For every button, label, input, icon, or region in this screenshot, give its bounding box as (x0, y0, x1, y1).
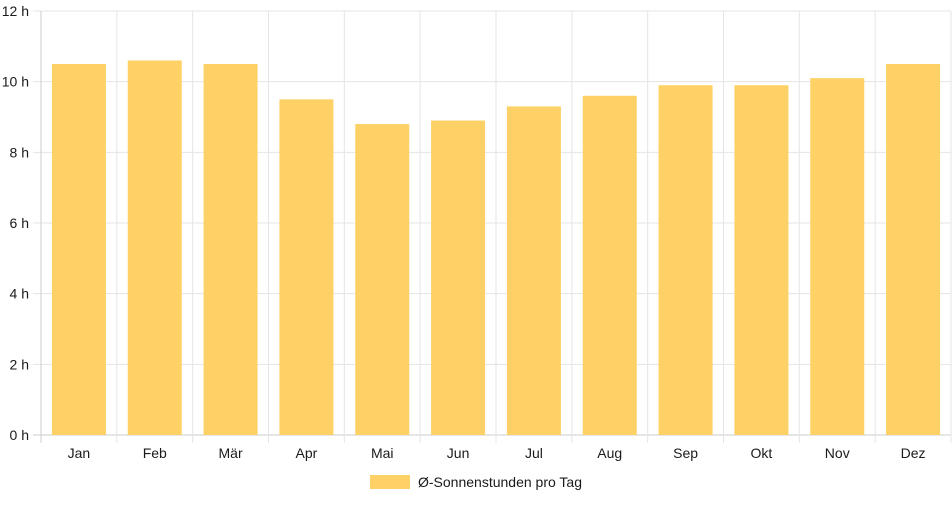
axis-layer: 0 h 2 h 4 h 6 h 8 h 10 h 12 h Jan Feb Mär Apr Mai Ju… (2, 3, 926, 461)
bar-feb[interactable] (127, 60, 182, 435)
bar-layer (51, 60, 941, 436)
y-tick-label: 8 h (10, 144, 29, 160)
x-tick-label: Feb (143, 445, 167, 461)
y-tick-label: 2 h (10, 356, 29, 372)
bar-okt[interactable] (734, 85, 789, 435)
bar-nov[interactable] (810, 78, 865, 435)
x-tick-label: Jun (447, 445, 470, 461)
bar-jul[interactable] (506, 106, 561, 436)
bar-mär[interactable] (203, 64, 258, 435)
bar-mai[interactable] (355, 124, 410, 436)
y-tick-label: 10 h (2, 74, 29, 90)
x-tick-label: Aug (597, 445, 622, 461)
x-tick-label: Sep (673, 445, 698, 461)
x-tick-label: Jan (68, 445, 91, 461)
bar-aug[interactable] (582, 95, 637, 436)
x-tick-label: Nov (825, 445, 850, 461)
legend[interactable]: Ø-Sonnenstunden pro Tag (370, 474, 582, 490)
grid-layer (33, 10, 952, 443)
bar-apr[interactable] (279, 99, 334, 435)
y-tick-label: 6 h (10, 215, 29, 231)
x-tick-label: Dez (901, 445, 926, 461)
bar-dez[interactable] (886, 64, 941, 435)
legend-swatch[interactable] (370, 475, 410, 489)
x-tick-label: Okt (751, 445, 773, 461)
x-tick-label: Mär (219, 445, 243, 461)
x-tick-label: Apr (296, 445, 318, 461)
bar-jun[interactable] (431, 120, 486, 436)
legend-label[interactable]: Ø-Sonnenstunden pro Tag (418, 474, 582, 490)
x-tick-label: Jul (525, 445, 543, 461)
y-tick-label: 0 h (10, 427, 29, 443)
y-tick-label: 12 h (2, 3, 29, 19)
x-tick-label: Mai (371, 445, 394, 461)
y-tick-label: 4 h (10, 286, 29, 302)
bar-jan[interactable] (51, 64, 106, 435)
bar-sep[interactable] (658, 85, 713, 435)
